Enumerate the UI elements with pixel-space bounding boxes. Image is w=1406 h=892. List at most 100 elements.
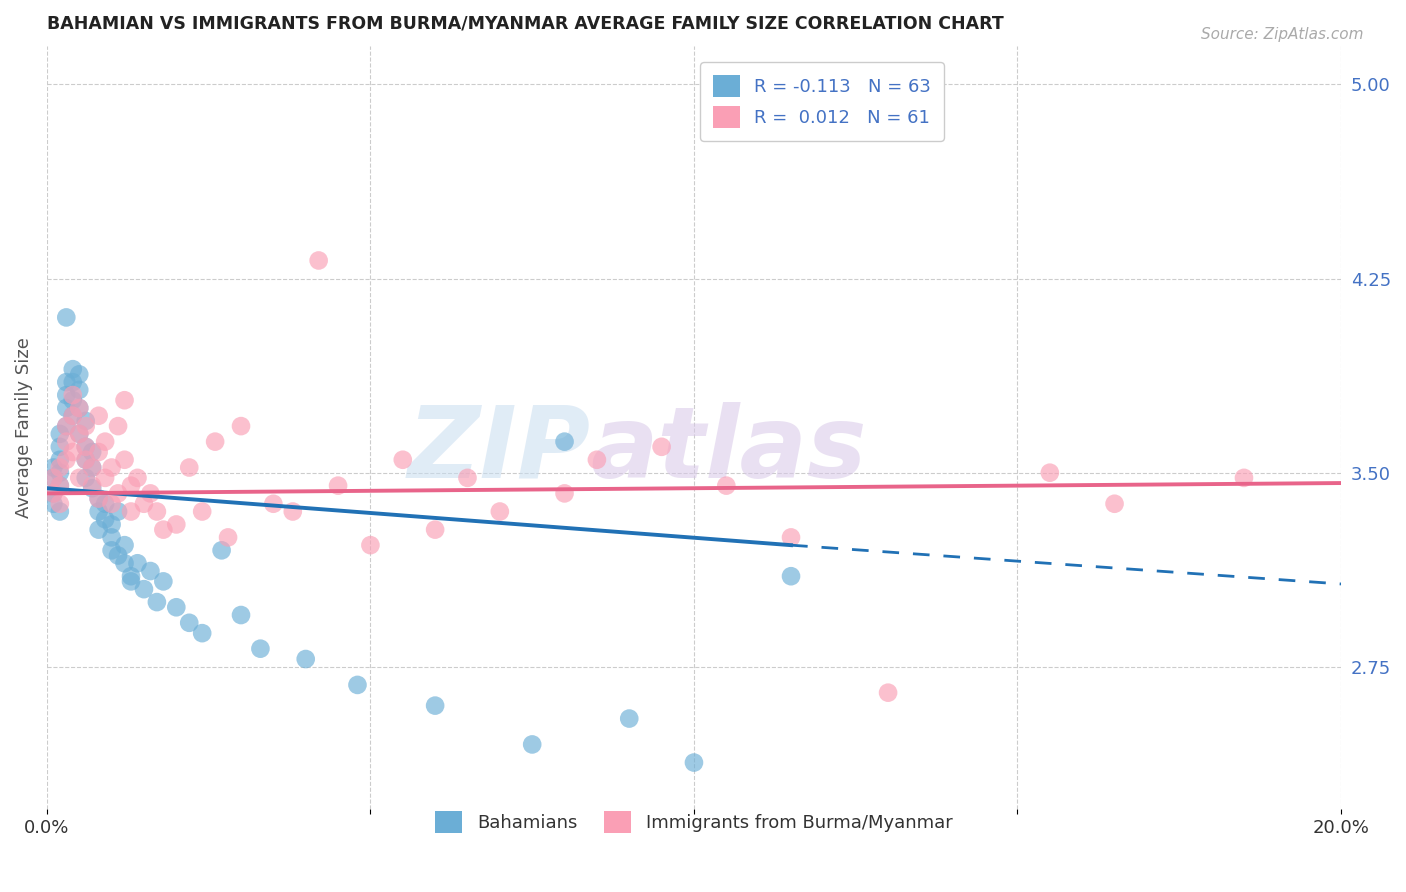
Point <box>87 523 110 537</box>
Point <box>1104 497 1126 511</box>
Point <box>75 452 97 467</box>
Point <box>683 756 706 770</box>
Point <box>359 538 381 552</box>
Point <box>62 375 84 389</box>
Point <box>146 595 169 609</box>
Point <box>152 523 174 537</box>
Point <box>326 478 349 492</box>
Point <box>191 504 214 518</box>
Point <box>62 362 84 376</box>
Point <box>62 393 84 408</box>
Point <box>619 712 641 726</box>
Text: Source: ZipAtlas.com: Source: ZipAtlas.com <box>1201 27 1364 42</box>
Point <box>165 600 187 615</box>
Point <box>75 419 97 434</box>
Point <box>100 460 122 475</box>
Point <box>42 471 65 485</box>
Point <box>120 574 142 589</box>
Point <box>139 564 162 578</box>
Text: ZIP: ZIP <box>408 401 591 499</box>
Point <box>100 517 122 532</box>
Point <box>67 426 90 441</box>
Point <box>114 393 136 408</box>
Point <box>120 569 142 583</box>
Point <box>82 478 104 492</box>
Point <box>132 582 155 596</box>
Point <box>217 530 239 544</box>
Point <box>49 497 72 511</box>
Point <box>75 440 97 454</box>
Point <box>62 445 84 459</box>
Point <box>423 523 446 537</box>
Point <box>49 452 72 467</box>
Point <box>67 401 90 415</box>
Point <box>211 543 233 558</box>
Point <box>82 445 104 459</box>
Point <box>391 452 413 467</box>
Point <box>179 460 201 475</box>
Point <box>94 512 117 526</box>
Point <box>127 471 149 485</box>
Point <box>456 471 478 485</box>
Point <box>87 445 110 459</box>
Point <box>262 497 284 511</box>
Point <box>165 517 187 532</box>
Text: BAHAMIAN VS IMMIGRANTS FROM BURMA/MYANMAR AVERAGE FAMILY SIZE CORRELATION CHART: BAHAMIAN VS IMMIGRANTS FROM BURMA/MYANMA… <box>46 15 1004 33</box>
Point <box>120 478 142 492</box>
Point <box>877 686 900 700</box>
Point <box>1233 471 1256 485</box>
Point <box>42 486 65 500</box>
Point <box>62 409 84 423</box>
Point <box>107 419 129 434</box>
Point <box>55 375 77 389</box>
Point <box>75 440 97 454</box>
Point <box>55 401 77 415</box>
Point <box>179 615 201 630</box>
Point <box>42 486 65 500</box>
Point <box>780 530 803 544</box>
Point <box>49 504 72 518</box>
Point <box>114 538 136 552</box>
Point <box>42 471 65 485</box>
Y-axis label: Average Family Size: Average Family Size <box>15 337 32 518</box>
Point <box>67 401 90 415</box>
Point <box>55 310 77 325</box>
Point <box>229 419 252 434</box>
Point <box>49 460 72 475</box>
Text: atlas: atlas <box>591 401 868 499</box>
Point <box>75 452 97 467</box>
Point <box>139 486 162 500</box>
Point <box>586 452 609 467</box>
Point <box>94 434 117 449</box>
Point <box>229 608 252 623</box>
Point <box>67 383 90 397</box>
Point <box>67 426 90 441</box>
Point <box>55 419 77 434</box>
Point <box>42 460 65 475</box>
Point <box>55 434 77 449</box>
Point <box>1039 466 1062 480</box>
Point <box>94 497 117 511</box>
Point <box>107 486 129 500</box>
Point <box>281 504 304 518</box>
Point <box>716 478 738 492</box>
Point <box>651 440 673 454</box>
Point <box>522 738 544 752</box>
Point <box>75 414 97 428</box>
Point <box>67 368 90 382</box>
Point <box>191 626 214 640</box>
Point <box>62 409 84 423</box>
Point <box>146 504 169 518</box>
Point <box>120 504 142 518</box>
Point <box>780 569 803 583</box>
Point <box>114 556 136 570</box>
Point <box>132 497 155 511</box>
Point <box>82 460 104 475</box>
Point <box>87 491 110 506</box>
Point <box>127 556 149 570</box>
Point <box>107 504 129 518</box>
Point <box>489 504 512 518</box>
Point <box>55 419 77 434</box>
Point <box>249 641 271 656</box>
Point <box>67 471 90 485</box>
